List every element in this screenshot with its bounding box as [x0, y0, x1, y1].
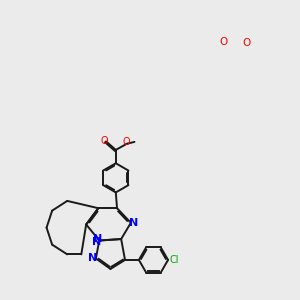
Text: O: O: [219, 37, 228, 47]
Text: N: N: [129, 218, 138, 228]
Text: N: N: [88, 254, 98, 263]
Text: N: N: [92, 238, 101, 248]
Text: N: N: [93, 234, 103, 244]
Text: O: O: [100, 136, 108, 146]
Text: O: O: [243, 38, 251, 48]
Text: O: O: [123, 137, 130, 147]
Text: Cl: Cl: [169, 255, 179, 265]
